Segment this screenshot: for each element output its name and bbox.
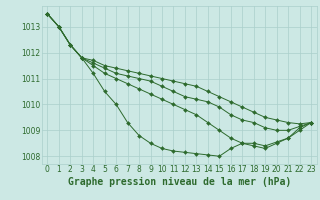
X-axis label: Graphe pression niveau de la mer (hPa): Graphe pression niveau de la mer (hPa) bbox=[68, 177, 291, 187]
